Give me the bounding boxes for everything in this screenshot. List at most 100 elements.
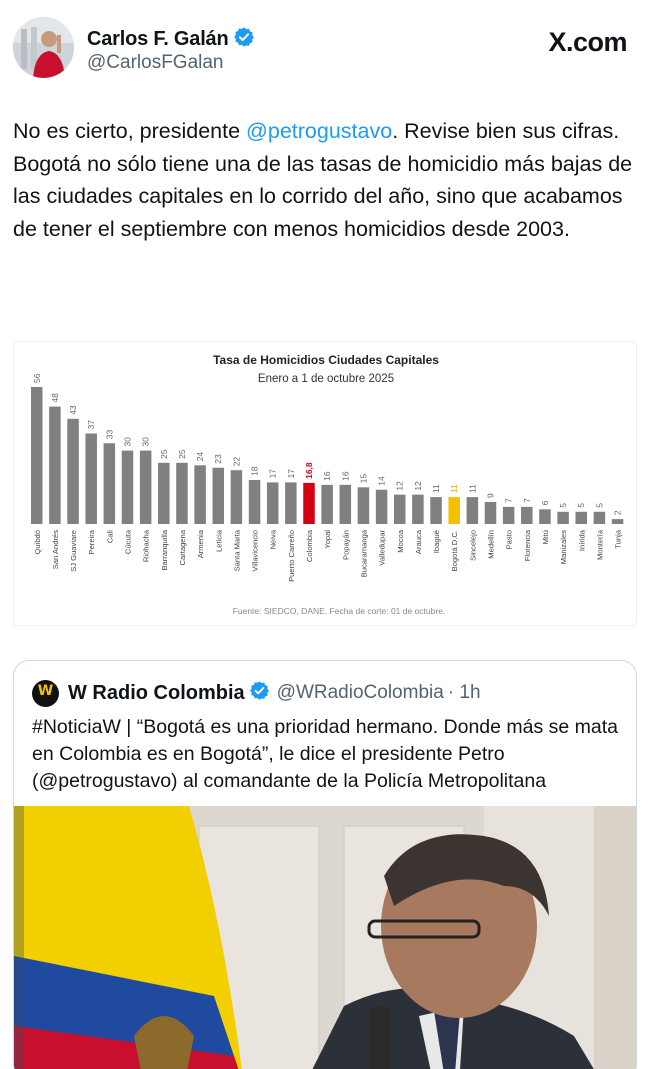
quoted-tweet[interactable]: W W Radio Colombia @WRadioColombia · 1h … xyxy=(13,660,637,1069)
category-label-villavicencio: Villavicencio xyxy=(251,530,260,572)
category-label-cartagena: Cartagena xyxy=(178,529,187,565)
bar-yopal xyxy=(321,484,333,524)
value-label-cartagena: 25 xyxy=(177,449,187,459)
category-label-florencia: Florencia xyxy=(523,529,532,561)
category-label-cali: Cali xyxy=(105,530,114,543)
bar-barranquilla xyxy=(158,462,170,524)
value-label-barranquilla: 25 xyxy=(159,449,169,459)
category-label-leticia: Leticia xyxy=(214,529,223,552)
value-label-valledupar: 14 xyxy=(377,476,387,486)
bar-tunja xyxy=(611,519,624,524)
value-label-riohacha: 30 xyxy=(141,437,151,447)
tweet-header: Carlos F. Galán @CarlosFGalan X.com xyxy=(13,17,637,81)
bar-riohacha xyxy=(139,450,152,524)
chart-subtitle: Enero a 1 de octubre 2025 xyxy=(258,373,394,385)
category-label-popayan: Popayán xyxy=(341,530,350,560)
bar-manizales xyxy=(557,511,569,524)
quoted-author-handle[interactable]: @WRadioColombia xyxy=(276,682,444,703)
value-label-yopal: 16 xyxy=(322,471,332,481)
author-name[interactable]: Carlos F. Galán xyxy=(87,26,255,54)
value-label-pereira: 37 xyxy=(86,420,96,430)
wradio-logo-icon[interactable]: W xyxy=(32,679,59,707)
bar-neiva xyxy=(266,482,279,524)
category-label-inirida: Inírida xyxy=(577,529,586,551)
category-label-medellin: Medellín xyxy=(487,530,496,559)
tweet-paragraph-2: Bogotá no sólo tiene una de las tasas de… xyxy=(13,151,633,241)
category-label-bogota-d-c: Bogotá D.C. xyxy=(450,530,459,571)
value-label-colombia: 16,8 xyxy=(304,462,314,479)
value-label-manizales: 5 xyxy=(558,503,568,508)
author-avatar[interactable] xyxy=(13,17,74,78)
bar-pereira xyxy=(85,433,97,524)
value-label-inirida: 5 xyxy=(576,503,586,508)
bar-mitu xyxy=(539,509,551,524)
quoted-video-thumbnail[interactable] xyxy=(14,806,636,1069)
bar-ibague xyxy=(430,497,442,524)
value-label-florencia: 7 xyxy=(522,498,532,503)
bar-mocoa xyxy=(394,494,406,524)
verified-badge-icon xyxy=(233,26,255,54)
mention-link[interactable]: @petrogustavo xyxy=(246,119,393,143)
value-label-puerto-carreno: 17 xyxy=(286,469,296,479)
bar-cali xyxy=(103,443,116,524)
value-label-arauca: 12 xyxy=(413,481,423,491)
bar-san-andres xyxy=(49,406,61,524)
bar-cartagena xyxy=(176,462,188,524)
quoted-author-name[interactable]: W Radio Colombia xyxy=(68,681,245,704)
value-label-monteria: 5 xyxy=(594,503,604,508)
value-label-villavicencio: 18 xyxy=(250,466,260,476)
category-label-tunja: Tunja xyxy=(614,529,623,548)
tweet-text-tail: . Revise bien sus cifras. xyxy=(392,119,620,143)
value-label-bogota-d-c: 11 xyxy=(449,484,459,493)
tweet-paragraph-1: No es cierto, presidente @petrogustavo. … xyxy=(13,115,633,148)
value-label-pasto: 7 xyxy=(504,498,514,503)
category-label-pasto: Pasto xyxy=(505,530,514,549)
bar-sj-guaviare xyxy=(67,418,79,524)
category-label-valledupar: Valledupar xyxy=(378,530,387,566)
bar-quibdo xyxy=(31,387,43,524)
author-handle[interactable]: @CarlosFGalan xyxy=(87,52,224,73)
category-label-cucuta: Cúcuta xyxy=(124,529,133,554)
chart-title: Tasa de Homicidios Ciudades Capitales xyxy=(213,353,439,367)
category-label-monteria: Montería xyxy=(595,529,604,560)
tweet-text-lead: No es cierto, presidente xyxy=(13,119,247,143)
category-label-arauca: Arauca xyxy=(414,529,423,554)
homicide-rate-chart[interactable]: Tasa de Homicidios Ciudades Capitales En… xyxy=(13,341,637,626)
chart-source: Fuente: SIEDCO, DANE. Fecha de corte: 01… xyxy=(233,606,446,616)
category-label-yopal: Yopal xyxy=(323,530,332,549)
value-label-mitu: 6 xyxy=(540,500,550,505)
category-label-mitu: Mitú xyxy=(541,530,550,544)
value-label-popayan: 16 xyxy=(340,471,350,481)
bar-bucaramanga xyxy=(357,487,370,524)
bar-colombia xyxy=(303,482,315,524)
category-label-sj-guaviare: SJ Guaviare xyxy=(69,530,78,572)
bar-pasto xyxy=(502,506,515,524)
quoted-verified-badge-icon xyxy=(249,680,270,706)
category-label-bucaramanga: Bucaramanga xyxy=(359,529,368,577)
bar-puerto-carreno xyxy=(285,482,297,524)
category-label-barranquilla: Barranquilla xyxy=(160,529,169,570)
bar-arauca xyxy=(412,494,424,524)
bar-medellin xyxy=(484,501,497,524)
category-label-neiva: Neiva xyxy=(269,529,278,549)
category-label-mocoa: Mocoa xyxy=(396,529,405,553)
x-logo: X.com xyxy=(548,27,627,57)
value-label-sj-guaviare: 43 xyxy=(68,405,78,415)
category-label-ibague: Ibagué xyxy=(432,530,441,553)
value-label-quibdo: 56 xyxy=(32,373,42,383)
value-label-neiva: 17 xyxy=(268,469,278,479)
quoted-timestamp[interactable]: · 1h xyxy=(447,682,481,703)
value-label-cucuta: 30 xyxy=(123,437,133,447)
category-label-pereira: Pereira xyxy=(87,529,96,554)
tweet-text: No es cierto, presidente @petrogustavo. … xyxy=(13,115,633,245)
value-label-sincelejo: 11 xyxy=(467,484,477,493)
category-label-quibdo: Quibdó xyxy=(33,530,42,555)
bar-armenia xyxy=(194,465,206,524)
quoted-tweet-text: #NoticiaW | “Bogotá es una prioridad her… xyxy=(32,716,619,792)
value-label-medellin: 9 xyxy=(486,493,496,498)
category-label-colombia: Colombia xyxy=(305,529,314,562)
bar-inirida xyxy=(575,511,587,524)
value-label-san-andres: 48 xyxy=(50,393,60,403)
bar-cucuta xyxy=(121,450,134,524)
